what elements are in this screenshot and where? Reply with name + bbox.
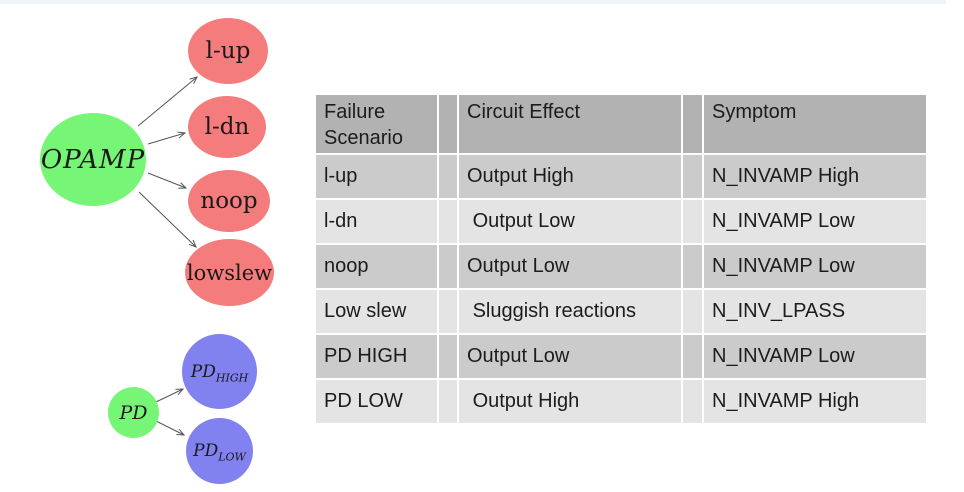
table-spacer-cell xyxy=(439,95,457,153)
table-spacer-cell xyxy=(683,380,702,423)
node-pd: PD xyxy=(108,387,159,438)
table-spacer-cell xyxy=(439,245,457,288)
table-spacer-cell xyxy=(683,290,702,333)
cell-scenario: l-dn xyxy=(316,200,437,243)
cell-symptom: N_INV_LPASS xyxy=(704,290,926,333)
table-spacer-cell xyxy=(439,290,457,333)
table-spacer-cell xyxy=(683,155,702,198)
header-circuit-effect: Circuit Effect xyxy=(459,95,681,153)
node-noop-label: noop xyxy=(200,188,258,214)
node-l-dn-label: l-dn xyxy=(204,114,250,140)
cell-symptom: N_INVAMP High xyxy=(704,380,926,423)
node-lowslew-label: lowslew xyxy=(186,260,273,285)
node-pd-low: PDLOW xyxy=(186,418,253,484)
node-noop: noop xyxy=(188,170,270,232)
table-spacer-cell xyxy=(683,245,702,288)
table-spacer-cell xyxy=(439,380,457,423)
node-opamp-label: OPAMP xyxy=(40,144,146,175)
table-spacer-cell xyxy=(439,335,457,378)
cell-symptom: N_INVAMP Low xyxy=(704,200,926,243)
cell-symptom: N_INVAMP Low xyxy=(704,245,926,288)
fault-symptom-table: Failure Scenario Circuit Effect Symptom … xyxy=(316,95,926,423)
edge-opamp-ldn xyxy=(147,131,187,145)
cell-symptom: N_INVAMP Low xyxy=(704,335,926,378)
node-l-up: l-up xyxy=(188,18,268,84)
cell-effect: Output High xyxy=(459,155,681,198)
cell-scenario: l-up xyxy=(316,155,437,198)
cell-scenario: PD HIGH xyxy=(316,335,437,378)
cell-effect: Sluggish reactions xyxy=(459,290,681,333)
edge-pd-pdhigh xyxy=(155,388,185,403)
header-failure-scenario: Failure Scenario xyxy=(316,95,437,153)
cell-symptom: N_INVAMP High xyxy=(704,155,926,198)
cell-effect: Output Low xyxy=(459,335,681,378)
table-spacer-cell xyxy=(683,335,702,378)
top-accent-strip xyxy=(0,0,946,4)
node-lowslew: lowslew xyxy=(185,239,274,306)
node-pd-low-label: PDLOW xyxy=(193,441,246,464)
node-pd-high-label: PDHIGH xyxy=(190,361,249,384)
table-spacer-cell xyxy=(683,200,702,243)
cell-scenario: Low slew xyxy=(316,290,437,333)
node-l-up-label: l-up xyxy=(205,38,251,64)
edge-opamp-noop xyxy=(147,172,188,189)
node-pd-high: PDHIGH xyxy=(182,334,257,409)
node-opamp: OPAMP xyxy=(40,113,146,206)
header-symptom: Symptom xyxy=(704,95,926,153)
cell-effect: Output Low xyxy=(459,245,681,288)
cell-scenario: PD LOW xyxy=(316,380,437,423)
table-spacer-cell xyxy=(439,155,457,198)
edge-pd-pdlow xyxy=(155,420,186,436)
cell-effect: Output Low xyxy=(459,200,681,243)
table-spacer-cell xyxy=(439,200,457,243)
cell-scenario: noop xyxy=(316,245,437,288)
cell-effect: Output High xyxy=(459,380,681,423)
node-l-dn: l-dn xyxy=(188,96,266,158)
node-pd-label: PD xyxy=(119,401,148,424)
table-spacer-cell xyxy=(683,95,702,153)
